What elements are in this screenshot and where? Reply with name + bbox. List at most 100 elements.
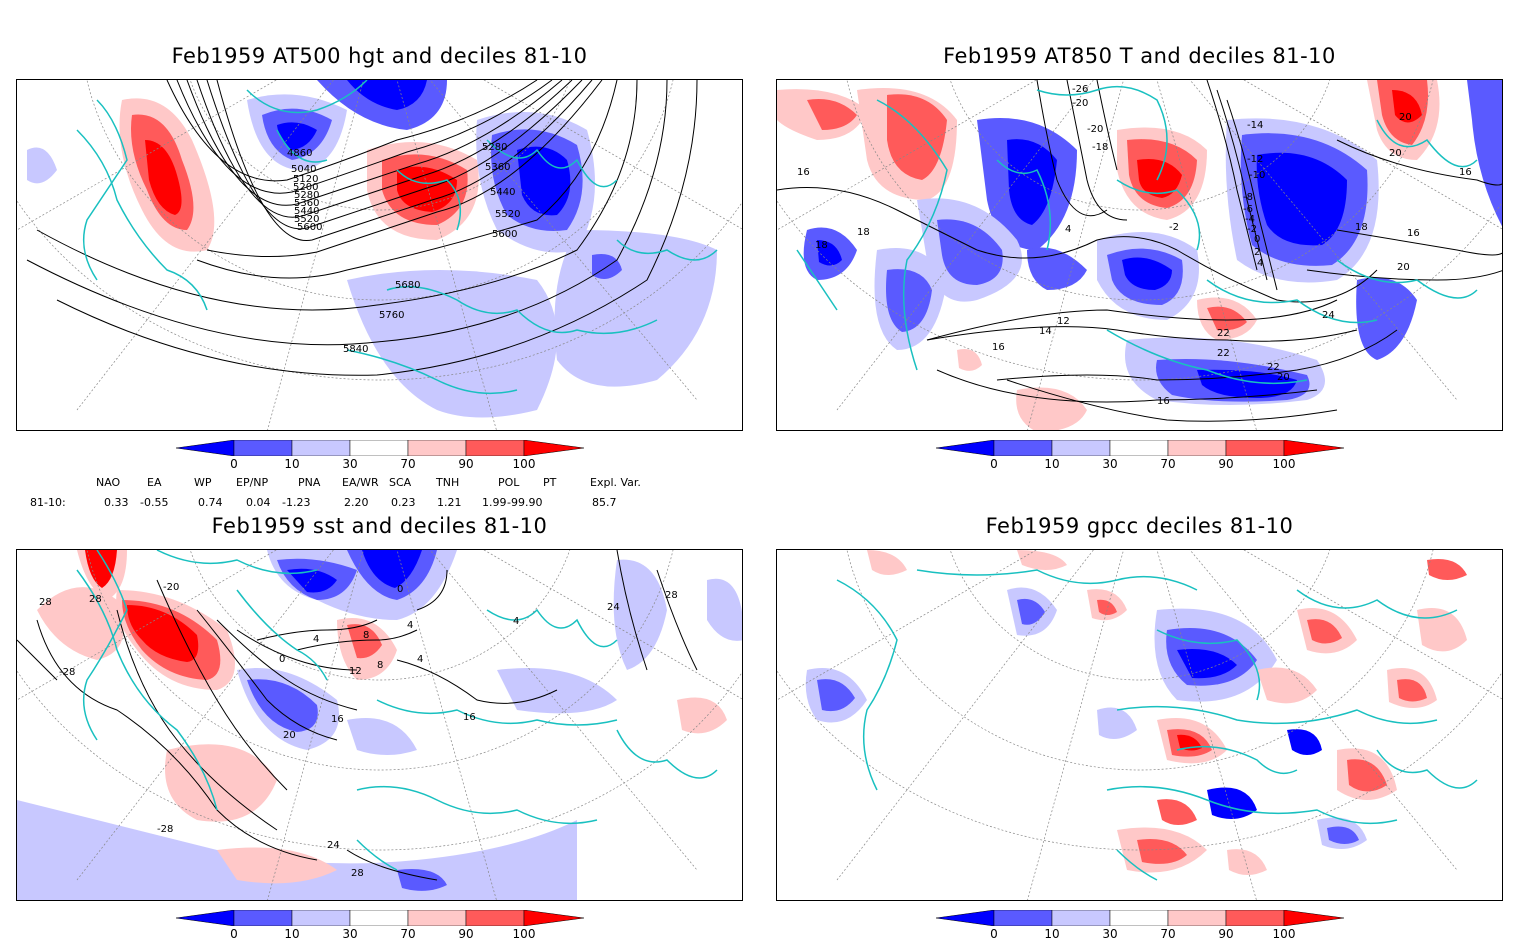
colorbar-swatches (935, 439, 1345, 457)
index-header: WP (194, 476, 212, 489)
contour-label: 16 (992, 342, 1005, 353)
index-value: 0.33 (104, 496, 129, 509)
index-value: 0.23 (391, 496, 416, 509)
contour-labels: -26 -20 -20 -18 -14 -12 -10 -8 -6 -4 -2 … (797, 84, 1472, 407)
colorbar-tick: 30 (1102, 927, 1118, 941)
coastlines (836, 569, 1478, 881)
colorbar-tick: 90 (458, 927, 474, 941)
contour-label: -26 (1072, 84, 1088, 95)
contour-label: 5280 (294, 190, 319, 201)
contour-label: 4 (513, 616, 519, 627)
contour-label: 5280 (482, 142, 507, 153)
colorbar-tick: 100 (1272, 457, 1296, 471)
contour-label: 22 (1217, 348, 1230, 359)
contour-label: -28 (157, 824, 173, 835)
colorbar-tick: 100 (512, 457, 536, 471)
contour-label: 16 (1459, 167, 1472, 178)
index-header: POL (498, 476, 520, 489)
colorbar-swatches (175, 909, 585, 927)
contour-label: 0 (397, 584, 403, 595)
contour-label: 5360 (485, 162, 510, 173)
contour-label: 18 (1355, 222, 1368, 233)
colorbar-swatches (935, 909, 1345, 927)
index-header: EP/NP (236, 476, 269, 489)
colorbar-swatches (175, 439, 585, 457)
contour-label: 5520 (495, 209, 520, 220)
colorbar-tick: 90 (1218, 927, 1234, 941)
contour-label: 18 (857, 227, 870, 238)
contour-label: 16 (797, 167, 810, 178)
index-value: 1.21 (437, 496, 462, 509)
index-value: -0.55 (140, 496, 169, 509)
colorbar-tick: 30 (1102, 457, 1118, 471)
contour-label: 12 (349, 666, 362, 677)
panel-title-t850: Feb1959 AT850 T and deciles 81-10 (943, 44, 1336, 68)
colorbar-hgt500: 0 10 30 70 90 100 (175, 439, 586, 474)
contour-label: 16 (1157, 396, 1170, 407)
colorbar-tick: 0 (990, 457, 998, 471)
contour-label: 5200 (293, 182, 318, 193)
contour-label: 20 (1397, 262, 1410, 273)
index-header: SCA (389, 476, 412, 489)
coastlines (796, 85, 1478, 385)
contour-label: 5760 (379, 310, 404, 321)
contour-label: 5360 (294, 198, 319, 209)
contour-label: 8 (363, 630, 369, 641)
teleconnection-indices: NAO EA WP EP/NP PNA EA/WR SCA TNH POL PT… (0, 474, 760, 514)
contour-label: 0 (279, 654, 285, 665)
contour-labels: 4860 5040 5120 5200 5280 5360 5440 5520 … (287, 142, 520, 355)
contour-label: 20 (283, 730, 296, 741)
contour-label: -4 (1245, 214, 1255, 225)
contour-label: 24 (607, 602, 620, 613)
contour-label: 12 (1057, 316, 1070, 327)
contour-label: 22 (1267, 362, 1280, 373)
colorbar-tick: 10 (284, 457, 300, 471)
contour-label: 5120 (293, 174, 318, 185)
colorbar-t850: 0 10 30 70 90 100 (935, 439, 1346, 474)
contour-label: 16 (1407, 228, 1420, 239)
contour-label: 5600 (492, 229, 517, 240)
index-value: -1.23 (282, 496, 311, 509)
contour-label: -6 (1243, 204, 1253, 215)
contour-labels: 28 28 -20 0 4 8 12 16 20 24 28 -28 28 24… (39, 582, 678, 879)
contour-label: -20 (1072, 98, 1088, 109)
contour-label: 4 (417, 654, 423, 665)
contour-label: 4 (1257, 258, 1263, 269)
contour-label: 5440 (294, 206, 319, 217)
precipitation-deciles (805, 550, 1467, 875)
colorbar-tick: 10 (1044, 457, 1060, 471)
sst-contours (17, 550, 698, 881)
contour-label: 5600 (297, 222, 322, 233)
contour-label: 24 (1322, 310, 1335, 321)
colorbar-tick: 0 (230, 457, 238, 471)
contour-label: -10 (1249, 170, 1265, 181)
colorbar-tick: 70 (1160, 927, 1176, 941)
index-value: 1.99 (482, 496, 507, 509)
map-sst: 28 28 -20 0 4 8 12 16 20 24 28 -28 28 24… (16, 549, 743, 901)
colorbar-sst: 0 10 30 70 90 100 (175, 909, 586, 944)
colorbar-tick: 10 (284, 927, 300, 941)
colorbar-tick: 70 (1160, 457, 1176, 471)
index-header: EA/WR (342, 476, 379, 489)
anomaly-red-west-peak (145, 140, 182, 215)
index-value: 0.74 (198, 496, 223, 509)
colorbar-tick: 70 (400, 927, 416, 941)
contour-label: 2 (1254, 247, 1260, 258)
colorbar-tick: 0 (990, 927, 998, 941)
contour-label: 20 (1389, 148, 1402, 159)
temperature-contours (777, 80, 1502, 422)
graticule (17, 80, 742, 430)
contour-label: 4 (1065, 224, 1071, 235)
index-header: Expl. Var. (590, 476, 641, 489)
contour-label: 18 (815, 240, 828, 251)
colorbar-tick: 90 (1218, 457, 1234, 471)
contour-label: 0 (1254, 234, 1260, 245)
contour-label: 20 (1277, 372, 1290, 383)
anomaly-blue-south (347, 270, 557, 418)
index-value: 2.20 (344, 496, 369, 509)
contour-label: 28 (89, 594, 102, 605)
contour-label: 5680 (395, 280, 420, 291)
contour-label: 5040 (291, 164, 316, 175)
map-t850: -26 -20 -20 -18 -14 -12 -10 -8 -6 -4 -2 … (776, 79, 1503, 431)
contour-label: -14 (1247, 120, 1263, 131)
